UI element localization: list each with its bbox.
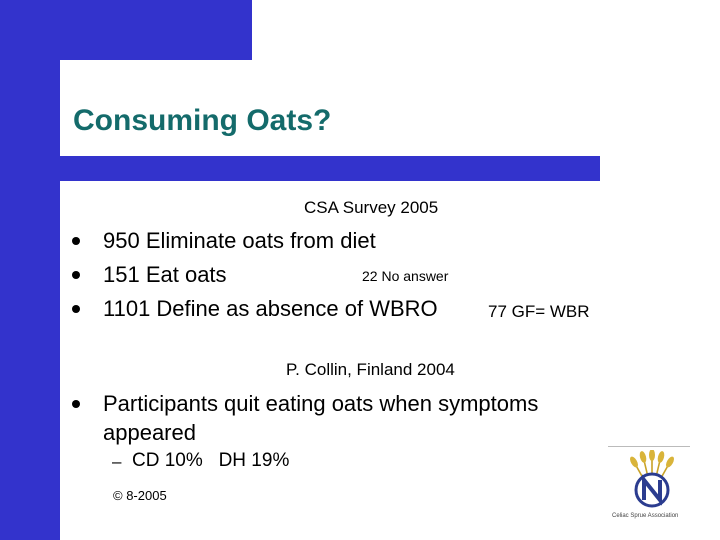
title-panel <box>60 60 600 156</box>
survey-caption: CSA Survey 2005 <box>304 198 439 217</box>
slide-title: Consuming Oats? <box>73 104 332 137</box>
sub-bullet-text: CD 10% DH 19% <box>132 450 290 471</box>
logo-caption: Celiac Sprue Association <box>612 513 679 519</box>
bullet-item: Participants quit eating oats when sympt… <box>72 391 632 451</box>
bullet-dot-icon <box>72 271 80 279</box>
bullet-item: 950 Eliminate oats from diet <box>72 228 632 254</box>
bullet-text: 1101 Define as absence of WBRO <box>103 296 438 321</box>
copyright-note: © 8-2005 <box>113 488 167 503</box>
logo-divider <box>608 446 690 447</box>
bullet-text-continuation: appeared <box>103 420 196 445</box>
bullet-text: Participants quit eating oats when sympt… <box>103 391 539 416</box>
content-panel <box>60 181 720 540</box>
decorative-blue-strip-left <box>0 0 60 540</box>
sub-bullet-dash: – <box>112 452 122 471</box>
bullet-side-note: 22 No answer <box>362 268 449 284</box>
wheat-logo-icon <box>630 449 674 508</box>
bullet-text: 950 Eliminate oats from diet <box>103 228 376 253</box>
bullet-item: 151 Eat oats <box>72 262 632 288</box>
bullet-side-note: 77 GF= WBR <box>488 302 590 321</box>
bullet-dot-icon <box>72 400 80 408</box>
csa-logo: Celiac Sprue Association <box>612 449 690 520</box>
decorative-blue-bar <box>60 156 600 181</box>
bullet-text: 151 Eat oats <box>103 262 227 287</box>
bullet-dot-icon <box>72 237 80 245</box>
bullet-item: 1101 Define as absence of WBRO <box>72 296 492 322</box>
collin-caption: P. Collin, Finland 2004 <box>286 360 455 379</box>
bullet-dot-icon <box>72 305 80 313</box>
